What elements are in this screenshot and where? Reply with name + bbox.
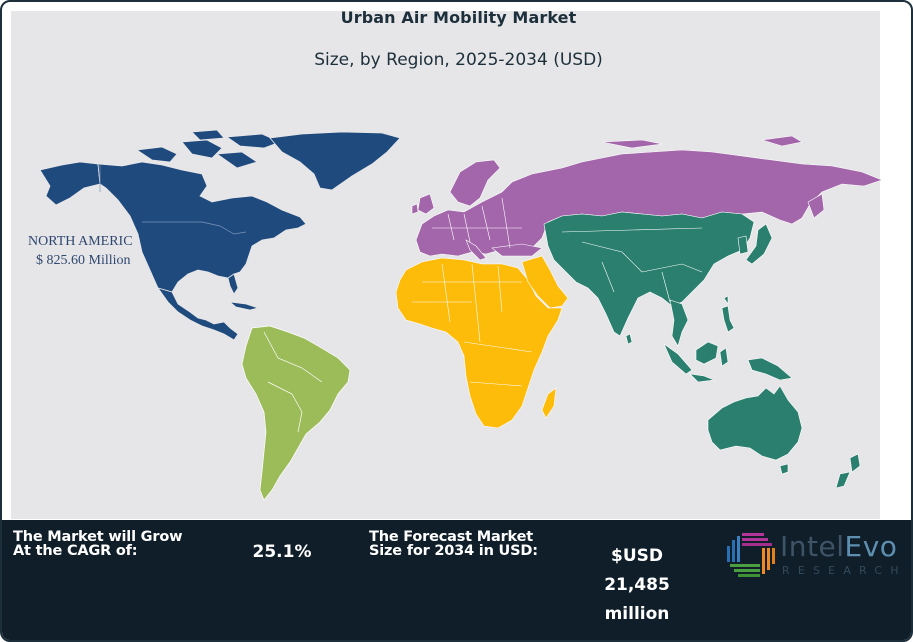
summary-footer: The Market will Grow At the CAGR of: 25.… — [2, 520, 911, 640]
region-mea — [395, 255, 569, 429]
world-map — [39, 129, 883, 501]
cagr-label: The Market will Grow At the CAGR of: — [13, 529, 213, 559]
logo-wordmark: IntelEvo — [780, 530, 897, 563]
cagr-value: 25.1% — [252, 542, 312, 562]
chart-subtitle: Size, by Region, 2025-2034 (USD) — [314, 50, 603, 70]
forecast-label-line2: Size for 2034 in USD: — [369, 543, 538, 559]
cagr-label-line2: At the CAGR of: — [13, 543, 138, 559]
forecast-value-amount: 21,485 — [604, 575, 670, 595]
logo-tagline: RESEARCH — [782, 564, 907, 577]
region-europe — [411, 135, 883, 261]
north-america-value: $ 825.60 Million — [36, 253, 131, 268]
chart-title: Urban Air Mobility Market — [340, 8, 577, 27]
intelevo-logo: IntelEvo RESEARCH — [724, 528, 904, 580]
forecast-value-currency: $USD — [611, 546, 663, 566]
forecast-value: $USD 21,485 million — [582, 542, 692, 629]
north-america-label: NORTH AMERIC — [28, 234, 133, 249]
cagr-label-line1: The Market will Grow — [13, 529, 183, 545]
region-asia-pacific — [543, 211, 861, 489]
logo-mark-icon — [727, 533, 775, 577]
region-north-america — [39, 129, 401, 341]
forecast-value-unit: million — [604, 604, 670, 624]
forecast-label: The Forecast Market Size for 2034 in USD… — [369, 529, 559, 559]
logo-wordmark-intel: Intel — [780, 530, 845, 563]
forecast-label-line1: The Forecast Market — [369, 529, 533, 545]
logo-wordmark-evo: Evo — [844, 530, 898, 563]
region-south-america — [241, 325, 351, 501]
